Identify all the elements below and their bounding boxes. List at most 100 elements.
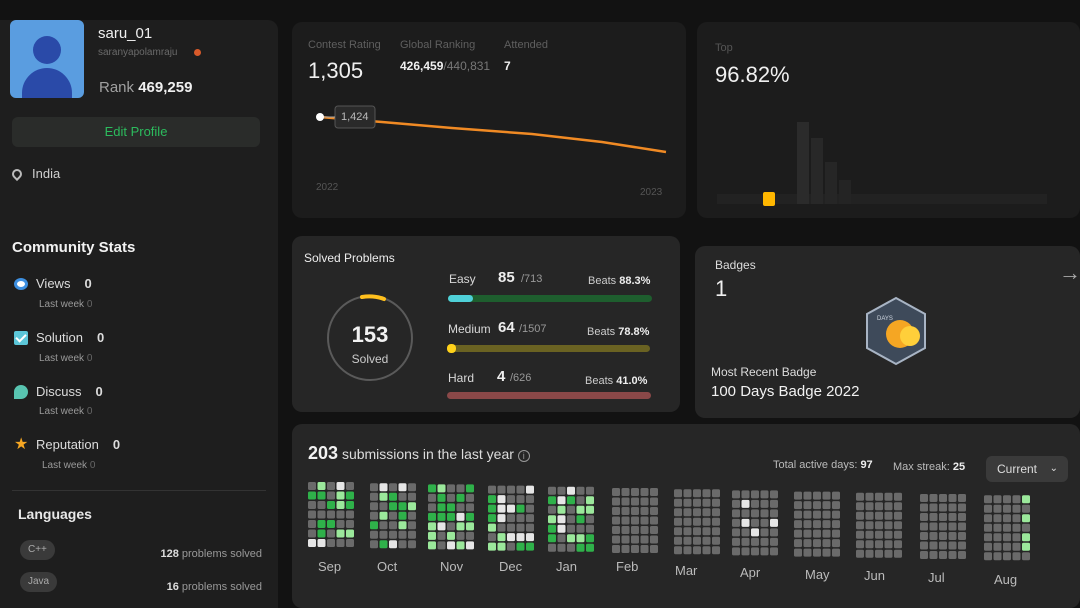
heatmap-cell[interactable] [1003, 542, 1011, 551]
heatmap-cell[interactable] [674, 508, 682, 517]
heatmap-cell[interactable] [751, 518, 759, 527]
heatmap-cell[interactable] [389, 511, 397, 520]
heatmap-cell[interactable] [865, 530, 874, 539]
heatmap-cell[interactable] [683, 508, 692, 517]
year-select[interactable]: Current ⌄ [986, 456, 1068, 482]
heatmap-cell[interactable] [526, 523, 534, 532]
heatmap-cell[interactable] [488, 533, 496, 542]
heatmap-cell[interactable] [794, 529, 802, 538]
heatmap-cell[interactable] [813, 501, 821, 510]
heatmap-cell[interactable] [939, 503, 947, 512]
heatmap-cell[interactable] [379, 540, 388, 549]
heatmap-cell[interactable] [466, 484, 474, 493]
heatmap-cell[interactable] [526, 514, 534, 523]
heatmap-cell[interactable] [813, 491, 821, 500]
heatmap-cell[interactable] [389, 540, 397, 549]
heatmap-cell[interactable] [466, 522, 474, 531]
heatmap-cell[interactable] [693, 508, 701, 517]
heatmap-cell[interactable] [822, 510, 831, 519]
heatmap-cell[interactable] [567, 515, 575, 524]
heatmap-cell[interactable] [794, 491, 802, 500]
heatmap-cell[interactable] [884, 530, 893, 539]
heatmap-cell[interactable] [336, 539, 345, 547]
heatmap-cell[interactable] [557, 515, 566, 524]
heatmap-cell[interactable] [1022, 533, 1030, 542]
heatmap-cell[interactable] [993, 552, 1002, 561]
heatmap-cell[interactable] [346, 501, 354, 509]
heatmap-cell[interactable] [398, 511, 407, 520]
heatmap-cell[interactable] [712, 527, 720, 536]
heatmap-cell[interactable] [822, 529, 831, 538]
heatmap-cell[interactable] [567, 486, 575, 495]
heatmap-cell[interactable] [308, 501, 316, 509]
heatmap-cell[interactable] [751, 537, 759, 546]
heatmap-cell[interactable] [308, 482, 316, 490]
heatmap-cell[interactable] [948, 522, 957, 531]
heatmap-cell[interactable] [993, 514, 1002, 523]
heatmap-cell[interactable] [650, 497, 658, 506]
heatmap-cell[interactable] [1012, 542, 1021, 551]
heatmap-cell[interactable] [621, 516, 630, 525]
heatmap-cell[interactable] [576, 524, 585, 533]
heatmap-cell[interactable] [822, 548, 831, 557]
heatmap-cell[interactable] [548, 515, 556, 524]
heatmap-cell[interactable] [894, 530, 902, 539]
heatmap-cell[interactable] [488, 542, 496, 551]
heatmap-cell[interactable] [712, 536, 720, 545]
heatmap-cell[interactable] [1003, 523, 1011, 532]
heatmap-cell[interactable] [346, 510, 354, 519]
heatmap-cell[interactable] [760, 518, 769, 527]
heatmap-cell[interactable] [693, 546, 701, 555]
heatmap-cell[interactable] [958, 503, 966, 512]
heatmap-cell[interactable] [428, 541, 436, 550]
heatmap-cell[interactable] [732, 518, 740, 527]
heatmap-cell[interactable] [760, 547, 769, 556]
heatmap-cell[interactable] [466, 512, 474, 521]
heatmap-cell[interactable] [557, 496, 566, 505]
heatmap-cell[interactable] [993, 533, 1002, 542]
heatmap-cell[interactable] [586, 515, 594, 524]
heatmap-cell[interactable] [346, 491, 354, 500]
heatmap-cell[interactable] [346, 482, 354, 490]
heatmap-cell[interactable] [1012, 533, 1021, 542]
heatmap-cell[interactable] [612, 516, 620, 525]
heatmap-cell[interactable] [640, 507, 649, 515]
heatmap-cell[interactable] [702, 498, 711, 507]
heatmap-cell[interactable] [389, 502, 397, 511]
heatmap-cell[interactable] [567, 524, 575, 533]
heatmap-cell[interactable] [693, 517, 701, 526]
heatmap-cell[interactable] [612, 535, 620, 544]
heatmap-cell[interactable] [832, 491, 840, 500]
heatmap-cell[interactable] [741, 518, 750, 527]
heatmap-cell[interactable] [741, 537, 750, 546]
heatmap-cell[interactable] [516, 504, 525, 513]
heatmap-cell[interactable] [497, 533, 506, 542]
heatmap-cell[interactable] [631, 507, 639, 515]
heatmap-cell[interactable] [379, 483, 388, 492]
heatmap-cell[interactable] [939, 513, 947, 521]
heatmap-cell[interactable] [526, 542, 534, 551]
heatmap-cell[interactable] [875, 549, 883, 558]
heatmap-cell[interactable] [1003, 552, 1011, 561]
heatmap-cell[interactable] [466, 503, 474, 512]
heatmap-cell[interactable] [428, 512, 436, 521]
heatmap-cell[interactable] [1022, 542, 1030, 551]
heatmap-cell[interactable] [929, 551, 938, 559]
heatmap-cell[interactable] [488, 495, 496, 504]
heatmap-cell[interactable] [317, 482, 326, 490]
heatmap-cell[interactable] [822, 520, 831, 529]
heatmap-cell[interactable] [1012, 504, 1021, 513]
heatmap-cell[interactable] [751, 547, 759, 556]
heatmap-cell[interactable] [327, 491, 335, 500]
heatmap-cell[interactable] [702, 517, 711, 526]
heatmap-cell[interactable] [507, 504, 515, 513]
heatmap-cell[interactable] [674, 527, 682, 536]
heatmap-cell[interactable] [516, 533, 525, 542]
heatmap-cell[interactable] [865, 521, 874, 530]
heatmap-cell[interactable] [408, 492, 416, 501]
heatmap-cell[interactable] [712, 508, 720, 517]
heatmap-cell[interactable] [456, 541, 465, 550]
heatmap-cell[interactable] [803, 539, 812, 548]
heatmap-cell[interactable] [408, 483, 416, 492]
heatmap-cell[interactable] [567, 534, 575, 543]
